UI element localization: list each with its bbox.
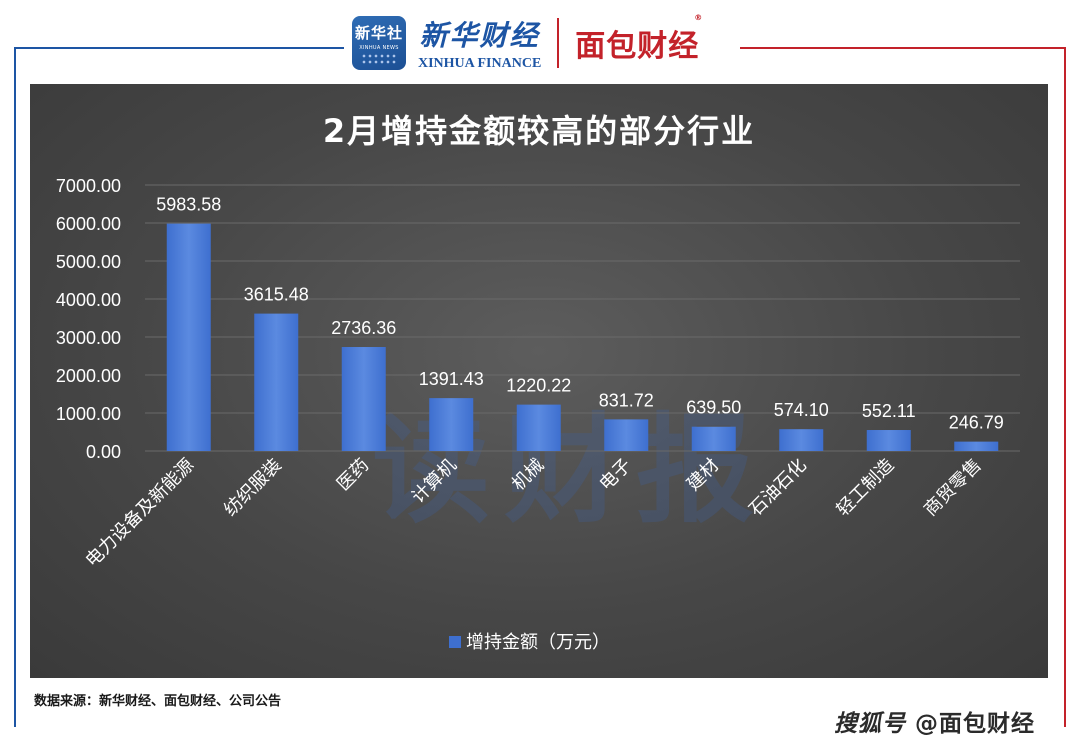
xinhua-news-logo: 新华社 XINHUA NEWS <box>352 16 406 70</box>
x-tick-label: 机械 <box>508 455 548 495</box>
platform-credit: 搜狐号 @面包财经 <box>834 704 1035 738</box>
x-tick-label: 电子 <box>595 455 635 495</box>
registered-mark: ® <box>694 13 704 22</box>
bar <box>954 441 999 451</box>
y-tick-label: 4000.00 <box>56 290 121 310</box>
bar <box>341 347 386 451</box>
y-tick-label: 5000.00 <box>56 252 121 272</box>
x-tick-label: 计算机 <box>408 455 461 508</box>
data-label: 246.79 <box>949 413 1004 433</box>
x-tick-label: 医药 <box>333 455 373 495</box>
legend: 增持金额（万元） <box>449 632 610 653</box>
legend-swatch <box>449 636 461 648</box>
globe-dots-icon <box>361 52 397 65</box>
frame-top-right-line <box>740 47 1066 49</box>
x-tick-label: 纺织服装 <box>220 455 286 521</box>
x-tick-label: 电力设备及新能源 <box>82 455 199 572</box>
y-tick-label: 6000.00 <box>56 214 121 234</box>
bars <box>166 223 999 451</box>
data-label: 552.11 <box>862 401 916 421</box>
xinhua-badge-en: XINHUA NEWS <box>359 44 399 51</box>
bar-chart: 2月增持金额较高的部分行业 0.00 1000.00 2000.00 3000.00 4… <box>56 112 1020 653</box>
y-tick-label: 2000.00 <box>56 366 121 386</box>
header-logos: 新华社 XINHUA NEWS 新华财经 XINHUA FINANCE 面包财经… <box>352 12 702 74</box>
data-label: 3615.48 <box>244 285 309 305</box>
x-tick-label: 轻工制造 <box>833 455 899 521</box>
mianbao-finance-logo: 面包财经 ® <box>575 13 702 65</box>
data-label: 5983.58 <box>156 195 221 215</box>
y-tick-label: 7000.00 <box>56 176 121 196</box>
x-tick-label: 建材 <box>683 455 723 495</box>
x-tick-label: 商贸零售 <box>920 455 986 521</box>
x-axis-ticks: 电力设备及新能源 纺织服装 医药 计算机 机械 电子 建材 石油石化 轻工制造 商贸零售 <box>82 455 986 572</box>
data-label: 1220.22 <box>506 376 571 396</box>
xinhua-finance-cn: 新华财经 <box>419 19 540 52</box>
data-label: 2736.36 <box>331 318 396 338</box>
y-tick-label: 0.00 <box>86 442 121 462</box>
data-label: 831.72 <box>599 390 654 410</box>
logo-divider <box>557 18 560 68</box>
xinhua-finance-logo: 新华财经 XINHUA FINANCE <box>418 14 541 72</box>
bar <box>516 404 561 451</box>
chart-panel: 读财报 2月增持金额较高的部分行业 0.00 1000.00 2000.00 3000… <box>30 84 1048 678</box>
bar <box>691 426 736 451</box>
frame-right-line <box>1064 47 1066 727</box>
chart-title: 2月增持金额较高的部分行业 <box>323 112 755 150</box>
value-labels: 5983.58 3615.48 2736.36 1391.43 1220.22 831.7… <box>156 195 1004 433</box>
data-label: 639.50 <box>686 398 741 418</box>
bar <box>166 223 211 451</box>
bar <box>254 313 299 451</box>
frame-left-line <box>14 47 16 727</box>
xinhua-badge-text: 新华社 <box>354 23 403 42</box>
x-tick-label: 石油石化 <box>745 455 811 521</box>
account-handle: @面包财经 <box>915 711 1036 737</box>
platform-name: 搜狐号 <box>834 711 906 737</box>
xinhua-finance-en: XINHUA FINANCE <box>418 56 542 71</box>
y-axis-ticks: 0.00 1000.00 2000.00 3000.00 4000.00 5000.00 6… <box>56 176 121 462</box>
data-label: 1391.43 <box>419 369 484 389</box>
bar <box>779 429 824 451</box>
legend-label: 增持金额（万元） <box>466 632 610 653</box>
y-tick-label: 3000.00 <box>56 328 121 348</box>
y-tick-label: 1000.00 <box>56 404 121 424</box>
bar <box>604 419 649 451</box>
bar <box>429 398 474 451</box>
data-label: 574.10 <box>774 400 829 420</box>
mianbao-logo-text: 面包财经 <box>575 29 700 64</box>
bar <box>866 430 911 451</box>
source-note: 数据来源：新华财经、面包财经、公司公告 <box>34 694 282 709</box>
frame-top-left-line <box>14 47 344 49</box>
